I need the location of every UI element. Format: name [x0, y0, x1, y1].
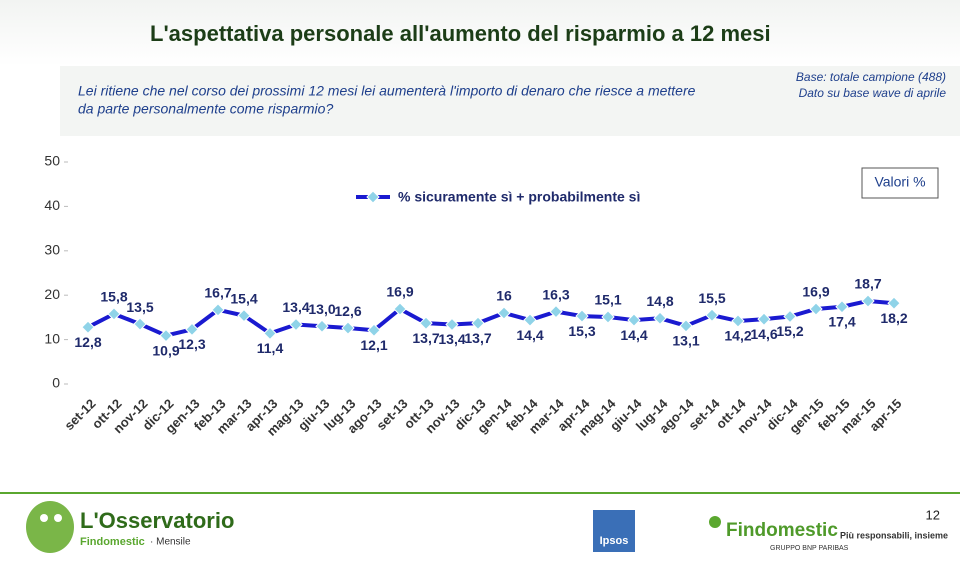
data-label: 16,9 — [386, 284, 413, 300]
question: Lei ritiene che nel corso dei prossimi 1… — [78, 83, 696, 99]
marker — [159, 328, 173, 343]
ipsos-logo — [593, 510, 635, 552]
brand: L'Osservatorio — [80, 508, 234, 533]
data-label: 14,4 — [620, 327, 647, 343]
data-label: 15,8 — [100, 289, 127, 305]
y-tick-label: 40 — [44, 197, 60, 213]
marker — [367, 323, 381, 337]
data-label: 15,2 — [776, 323, 803, 339]
marker — [263, 326, 277, 341]
marker — [601, 310, 615, 324]
mascot-eye — [40, 514, 48, 522]
data-label: 14,6 — [750, 326, 777, 342]
data-label: 10,9 — [152, 342, 179, 358]
data-label: 17,4 — [828, 313, 855, 329]
marker — [445, 317, 459, 332]
question-band — [60, 66, 960, 136]
marker — [549, 304, 563, 319]
data-label: 13,5 — [126, 299, 153, 315]
marker — [471, 316, 485, 330]
legend-label: % sicuramente sì + probabilmente sì — [398, 189, 640, 205]
data-label: 12,1 — [360, 337, 387, 353]
data-label: 16 — [496, 288, 512, 304]
group: GRUPPO BNP PARIBAS — [770, 545, 849, 552]
marker — [575, 309, 589, 323]
y-tick-label: 0 — [52, 375, 60, 391]
data-label: 13,4 — [282, 299, 309, 315]
marker — [497, 306, 511, 320]
data-label: 12,8 — [74, 334, 101, 350]
marker — [81, 320, 95, 334]
marker — [107, 307, 121, 321]
data-label: 14,4 — [516, 327, 543, 343]
base-note: Base: totale campione (488) — [796, 70, 946, 84]
data-label: 16,3 — [542, 286, 569, 302]
data-label: 16,9 — [802, 284, 829, 300]
note-box — [861, 167, 939, 199]
page-number: 12 — [926, 507, 940, 522]
data-label: 15,1 — [594, 292, 621, 308]
question: da parte personalmente come risparmio? — [78, 101, 333, 117]
marker — [757, 312, 771, 326]
marker — [783, 309, 797, 324]
header-band — [0, 0, 960, 66]
title: L'aspettativa personale all'aumento del … — [150, 21, 771, 46]
brand-sub: · Mensile — [150, 537, 191, 548]
footer: L'Osservatorio Findomestic · Mensile Ips… — [26, 501, 948, 553]
y-tick-label: 50 — [44, 153, 60, 169]
data-label: 13,7 — [464, 330, 491, 346]
marker — [133, 317, 147, 331]
marker — [185, 322, 199, 337]
marker — [523, 313, 537, 327]
marker — [887, 296, 901, 310]
data-label: 12,6 — [334, 303, 361, 319]
y-tick-label: 10 — [44, 330, 60, 346]
marker — [861, 294, 875, 308]
data-label: 14,2 — [724, 328, 751, 344]
marker — [627, 313, 641, 327]
mascot-eye — [54, 514, 62, 522]
marker — [835, 300, 849, 314]
marker — [393, 302, 407, 316]
data-label: 13,1 — [672, 333, 699, 349]
marker — [315, 319, 329, 333]
ipsos: Ipsos — [600, 535, 629, 547]
marker — [341, 321, 355, 335]
y-tick-label: 30 — [44, 242, 60, 258]
findo-icon — [709, 516, 721, 528]
marker — [211, 303, 225, 317]
marker — [679, 319, 693, 333]
mascot — [26, 501, 74, 553]
brand-sub: Findomestic — [80, 536, 145, 548]
marker — [809, 302, 823, 316]
marker — [705, 308, 719, 322]
marker — [731, 314, 745, 328]
data-label: 13,0 — [308, 301, 335, 317]
data-label: 14,8 — [646, 293, 673, 309]
marker — [237, 308, 251, 323]
findomestic: Findomestic — [726, 520, 838, 541]
data-label: 15,4 — [230, 290, 257, 306]
y-tick-label: 20 — [44, 286, 60, 302]
data-label: 13,4 — [438, 331, 465, 347]
data-label: 15,3 — [568, 323, 595, 339]
marker — [419, 316, 433, 330]
marker — [289, 317, 303, 332]
slogan: Più responsabili, insieme — [840, 530, 948, 540]
legend-marker — [366, 190, 380, 204]
note: Valori % — [874, 174, 925, 190]
data-label: 18,2 — [880, 310, 907, 326]
marker — [653, 311, 667, 325]
data-label: 13,7 — [412, 330, 439, 346]
data-label: 16,7 — [204, 285, 231, 301]
data-label: 15,5 — [698, 290, 725, 306]
data-label: 12,3 — [178, 336, 205, 352]
base-note: Dato su base wave di aprile — [799, 86, 947, 100]
data-label: 11,4 — [257, 340, 284, 356]
data-label: 18,7 — [854, 276, 881, 292]
